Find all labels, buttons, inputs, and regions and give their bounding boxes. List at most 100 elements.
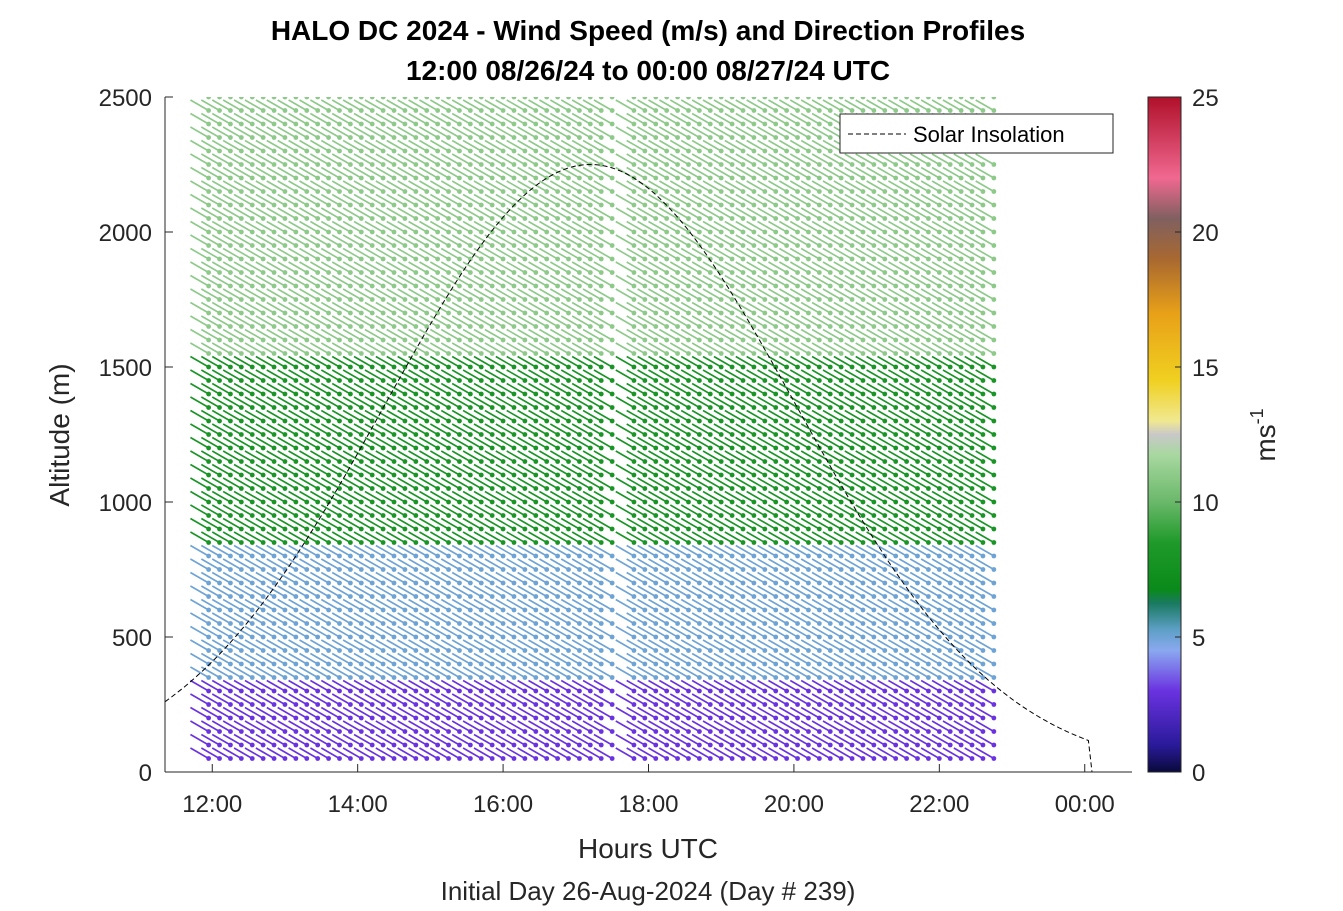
wind-barb (648, 328, 668, 341)
wind-barb (211, 315, 231, 328)
wind-barb-head (642, 418, 648, 424)
wind-barb (386, 598, 406, 611)
wind-barb (702, 490, 722, 503)
wind-barb (648, 639, 668, 652)
wind-barb-head (675, 675, 680, 680)
wind-barb-head (675, 229, 680, 235)
wind-barb-head (348, 202, 353, 208)
wind-barb (484, 558, 504, 571)
wind-barb-head (533, 472, 539, 478)
wind-barb-head (424, 675, 430, 680)
wind-barb-head (337, 418, 342, 424)
wind-barb-head (217, 729, 222, 734)
wind-barb (288, 517, 308, 530)
wind-barb-head (457, 405, 462, 410)
wind-barb-head (238, 121, 244, 127)
wind-barb (626, 679, 646, 692)
wind-barb (691, 706, 711, 719)
wind-barb (560, 207, 580, 220)
wind-barb (691, 693, 711, 706)
wind-barb-head (358, 324, 364, 329)
wind-barb-head (206, 742, 212, 748)
wind-barb-head (369, 391, 375, 397)
wind-barb (320, 396, 340, 409)
wind-barb (277, 301, 297, 314)
wind-barb (702, 261, 722, 274)
wind-barb-head (380, 162, 386, 167)
wind-barb (266, 436, 286, 449)
wind-barb (359, 97, 362, 98)
wind-barb (244, 666, 264, 679)
wind-barb-head (566, 648, 571, 653)
wind-barb (549, 504, 569, 517)
wind-barb-head (424, 283, 430, 289)
wind-barb (375, 450, 395, 463)
wind-barb-head (467, 675, 473, 680)
wind-barb (200, 477, 220, 490)
wind-barb (702, 99, 722, 112)
wind-barb (637, 436, 657, 449)
wind-barb-head (544, 162, 550, 167)
wind-barb-head (533, 148, 539, 154)
wind-barb (364, 261, 384, 274)
wind-barb (506, 153, 526, 166)
wind-barb (348, 97, 351, 98)
wind-barb-head (293, 337, 299, 343)
wind-barb (528, 409, 548, 422)
wind-barb (473, 274, 493, 287)
wind-barb (571, 409, 591, 422)
wind-barb (549, 463, 569, 476)
wind-barb-head (544, 202, 550, 208)
wind-barb (462, 450, 482, 463)
wind-barb (342, 693, 362, 706)
wind-barb (593, 153, 613, 166)
wind-barb (419, 382, 439, 395)
wind-barb-head (293, 310, 299, 316)
wind-barb (713, 180, 733, 193)
wind-barb-head (228, 688, 233, 694)
wind-barb (669, 612, 689, 625)
wind-barb (686, 97, 689, 98)
wind-barb (735, 180, 755, 193)
wind-barb (637, 328, 657, 341)
wind-barb-head (544, 553, 550, 559)
wind-barb (255, 504, 275, 517)
wind-barb-head (740, 270, 746, 275)
wind-barb-head (391, 175, 397, 181)
wind-barb-head (740, 189, 746, 194)
wind-barb-head (740, 661, 746, 667)
wind-barb (429, 477, 449, 490)
wind-barb (211, 679, 231, 692)
wind-barb-head (577, 391, 582, 397)
wind-barb-head (228, 540, 233, 545)
wind-barb-head (315, 607, 321, 613)
wind-barb-head (478, 324, 484, 329)
wind-barb-head (424, 216, 430, 221)
wind-barb (190, 396, 210, 409)
wind-barb (626, 261, 646, 274)
wind-barb (571, 382, 591, 395)
wind-barb-head (533, 364, 539, 370)
wind-barb (222, 126, 242, 139)
wind-barb (615, 382, 635, 395)
wind-barb (495, 126, 515, 139)
wind-barb (440, 666, 460, 679)
wind-barb-head (653, 594, 659, 599)
wind-barb-head (380, 97, 386, 100)
wind-barb (408, 504, 428, 517)
wind-barb (615, 436, 635, 449)
wind-barb (266, 571, 286, 584)
wind-barb (342, 328, 362, 341)
wind-barb (495, 274, 515, 287)
wind-barb-head (718, 661, 724, 667)
wind-barb-head (587, 621, 593, 626)
wind-barb (571, 450, 591, 463)
wind-barb (403, 97, 405, 98)
wind-barb (702, 166, 722, 179)
wind-barb (708, 97, 711, 98)
wind-barb-head (566, 297, 571, 302)
wind-barb (582, 126, 602, 139)
wind-barb (266, 733, 286, 746)
wind-barb-head (533, 526, 539, 532)
wind-barb-head (642, 270, 648, 275)
